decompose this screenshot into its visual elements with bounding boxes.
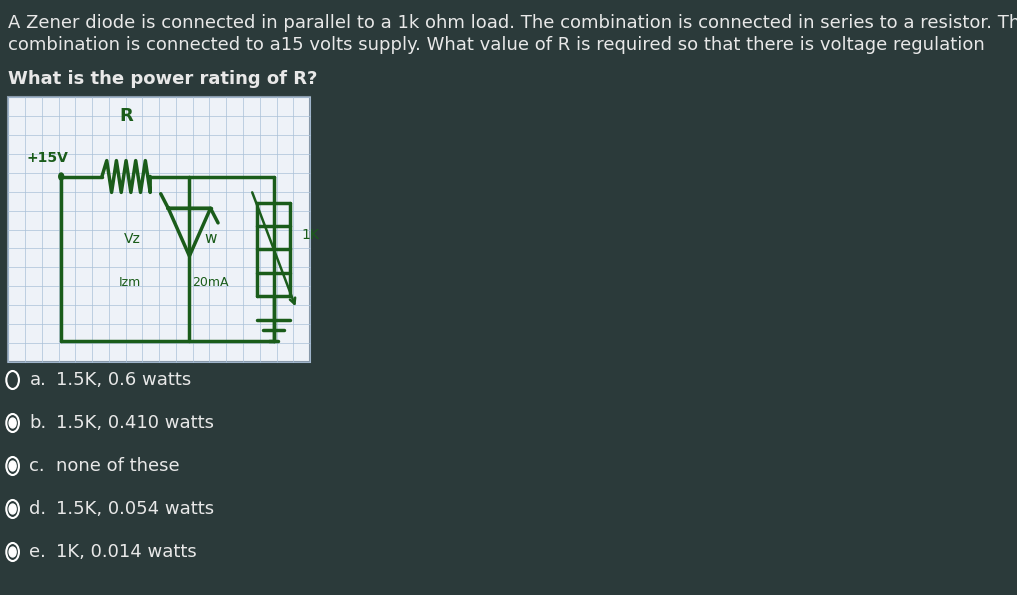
Circle shape: [9, 418, 16, 428]
Text: a.: a.: [29, 371, 47, 389]
Text: Vz: Vz: [124, 232, 141, 246]
Text: d.: d.: [29, 500, 47, 518]
Text: A Zener diode is connected in parallel to a 1k ohm load. The combination is conn: A Zener diode is connected in parallel t…: [8, 14, 1017, 32]
Circle shape: [59, 173, 64, 180]
Text: +15V: +15V: [26, 151, 68, 165]
Text: 1K, 0.014 watts: 1K, 0.014 watts: [56, 543, 197, 561]
Text: b.: b.: [29, 414, 47, 432]
Circle shape: [6, 414, 19, 432]
Circle shape: [6, 371, 19, 389]
Circle shape: [6, 457, 19, 475]
Text: w: w: [204, 231, 217, 246]
Text: Izm: Izm: [119, 276, 141, 289]
Text: none of these: none of these: [56, 457, 180, 475]
Text: c.: c.: [29, 457, 45, 475]
Text: e.: e.: [29, 543, 47, 561]
Circle shape: [6, 543, 19, 561]
Circle shape: [6, 500, 19, 518]
Circle shape: [9, 504, 16, 514]
Bar: [8, 97, 310, 362]
Text: R: R: [119, 107, 133, 124]
Text: 1.5K, 0.6 watts: 1.5K, 0.6 watts: [56, 371, 191, 389]
Text: 20mA: 20mA: [192, 276, 229, 289]
Text: 1K: 1K: [301, 228, 319, 242]
Text: combination is connected to a15 volts supply. What value of R is required so tha: combination is connected to a15 volts su…: [8, 36, 985, 54]
Text: What is the power rating of R?: What is the power rating of R?: [8, 70, 317, 88]
Text: 1.5K, 0.410 watts: 1.5K, 0.410 watts: [56, 414, 215, 432]
Circle shape: [9, 461, 16, 471]
Circle shape: [9, 547, 16, 557]
Text: 1.5K, 0.054 watts: 1.5K, 0.054 watts: [56, 500, 215, 518]
